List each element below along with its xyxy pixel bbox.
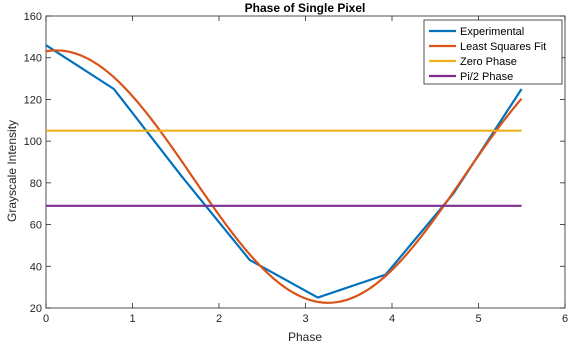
legend-label: Zero Phase — [460, 56, 517, 68]
x-tick-label: 2 — [216, 313, 222, 325]
x-tick-label: 5 — [475, 313, 481, 325]
y-axis-label: Grayscale Intensity — [5, 120, 19, 222]
x-tick-label: 3 — [302, 313, 308, 325]
y-tick-label: 120 — [24, 94, 42, 106]
chart-title: Phase of Single Pixel — [245, 1, 366, 15]
axis-ticks: 0 1 2 3 4 5 6 20 40 60 80 100 120 140 160 — [24, 11, 568, 325]
legend-label: Pi/2 Phase — [460, 71, 513, 83]
x-tick-label: 6 — [562, 313, 568, 325]
legend: Experimental Least Squares Fit Zero Phase P… — [423, 19, 563, 85]
x-tick-label: 1 — [129, 313, 135, 325]
x-axis-label: Phase — [288, 330, 322, 344]
y-tick-label: 40 — [30, 261, 42, 273]
legend-label: Experimental — [460, 26, 524, 38]
y-tick-label: 100 — [24, 136, 42, 148]
legend-label: Least Squares Fit — [460, 41, 546, 53]
y-tick-label: 20 — [30, 303, 42, 315]
x-tick-label: 0 — [43, 313, 49, 325]
y-tick-label: 140 — [24, 53, 42, 65]
y-tick-label: 80 — [30, 178, 42, 190]
series-line-least-squares-fit — [45, 49, 523, 304]
y-tick-label: 60 — [30, 220, 42, 232]
x-tick-label: 4 — [389, 313, 395, 325]
y-tick-label: 160 — [24, 11, 42, 23]
